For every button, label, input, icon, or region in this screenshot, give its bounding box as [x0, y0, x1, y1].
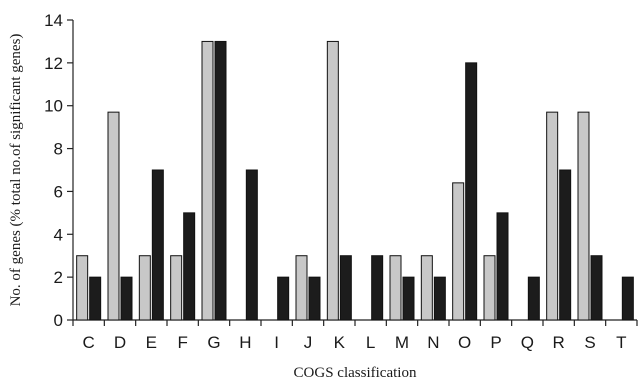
bar-series1-o	[452, 182, 465, 321]
x-category-label: O	[458, 333, 471, 352]
bar-series1-j	[295, 255, 308, 321]
bar-series2-s	[590, 255, 603, 321]
bar-series2-n	[433, 276, 446, 321]
x-category-label: S	[584, 333, 595, 352]
bar-series2-o	[465, 62, 478, 321]
bar-series1-e	[138, 255, 151, 321]
bar-series1-d	[107, 111, 120, 321]
y-tick-label: 12	[44, 54, 63, 73]
bar-series1-g	[201, 40, 214, 321]
x-category-label: C	[83, 333, 95, 352]
y-tick-label: 4	[54, 225, 63, 244]
bar-series1-f	[170, 255, 183, 321]
x-category-label: J	[304, 333, 313, 352]
bar-series2-j	[308, 276, 321, 321]
bars	[76, 40, 634, 321]
bar-series2-m	[402, 276, 415, 321]
x-axis-title: COGS classification	[294, 365, 417, 381]
y-tick-label: 2	[54, 268, 63, 287]
x-category-label: P	[490, 333, 501, 352]
bar-series1-k	[326, 40, 339, 321]
bar-series1-r	[546, 111, 559, 321]
bar-series2-g	[214, 40, 227, 321]
bar-series1-p	[483, 255, 496, 321]
bar-series2-p	[496, 212, 509, 321]
bar-series2-e	[151, 169, 164, 321]
x-category-label: F	[177, 333, 187, 352]
x-category-label: G	[207, 333, 220, 352]
bar-series2-l	[371, 255, 384, 321]
x-category-label: N	[427, 333, 439, 352]
y-tick-label: 8	[54, 140, 63, 159]
x-category-label: T	[616, 333, 626, 352]
x-category-label: R	[553, 333, 565, 352]
bar-series1-s	[577, 111, 590, 321]
bar-series2-k	[339, 255, 352, 321]
y-tick-label: 14	[44, 11, 63, 30]
x-category-label: K	[334, 333, 346, 352]
bar-series2-t	[621, 276, 634, 321]
x-category-label: L	[366, 333, 375, 352]
bar-series2-c	[89, 276, 102, 321]
x-category-label: E	[146, 333, 157, 352]
x-category-label: M	[395, 333, 409, 352]
bar-series1-n	[420, 255, 433, 321]
bar-series2-d	[120, 276, 133, 321]
bar-series2-f	[183, 212, 196, 321]
x-category-label: H	[239, 333, 251, 352]
bar-series1-c	[76, 255, 89, 321]
bar-series2-h	[245, 169, 258, 321]
bar-series1-m	[389, 255, 402, 321]
x-category-label: Q	[521, 333, 534, 352]
bar-series2-q	[527, 276, 540, 321]
y-axis-title: No. of genes (% total no.of significant …	[8, 34, 24, 307]
x-category-label: D	[114, 333, 126, 352]
y-tick-label: 10	[44, 97, 63, 116]
x-category-label: I	[274, 333, 279, 352]
bar-series2-i	[277, 276, 290, 321]
y-axis: 0 2 4 6 8 10 12 14	[44, 11, 74, 330]
y-tick-label: 6	[54, 182, 63, 201]
bar-series2-r	[559, 169, 572, 321]
y-tick-label: 0	[54, 311, 63, 330]
